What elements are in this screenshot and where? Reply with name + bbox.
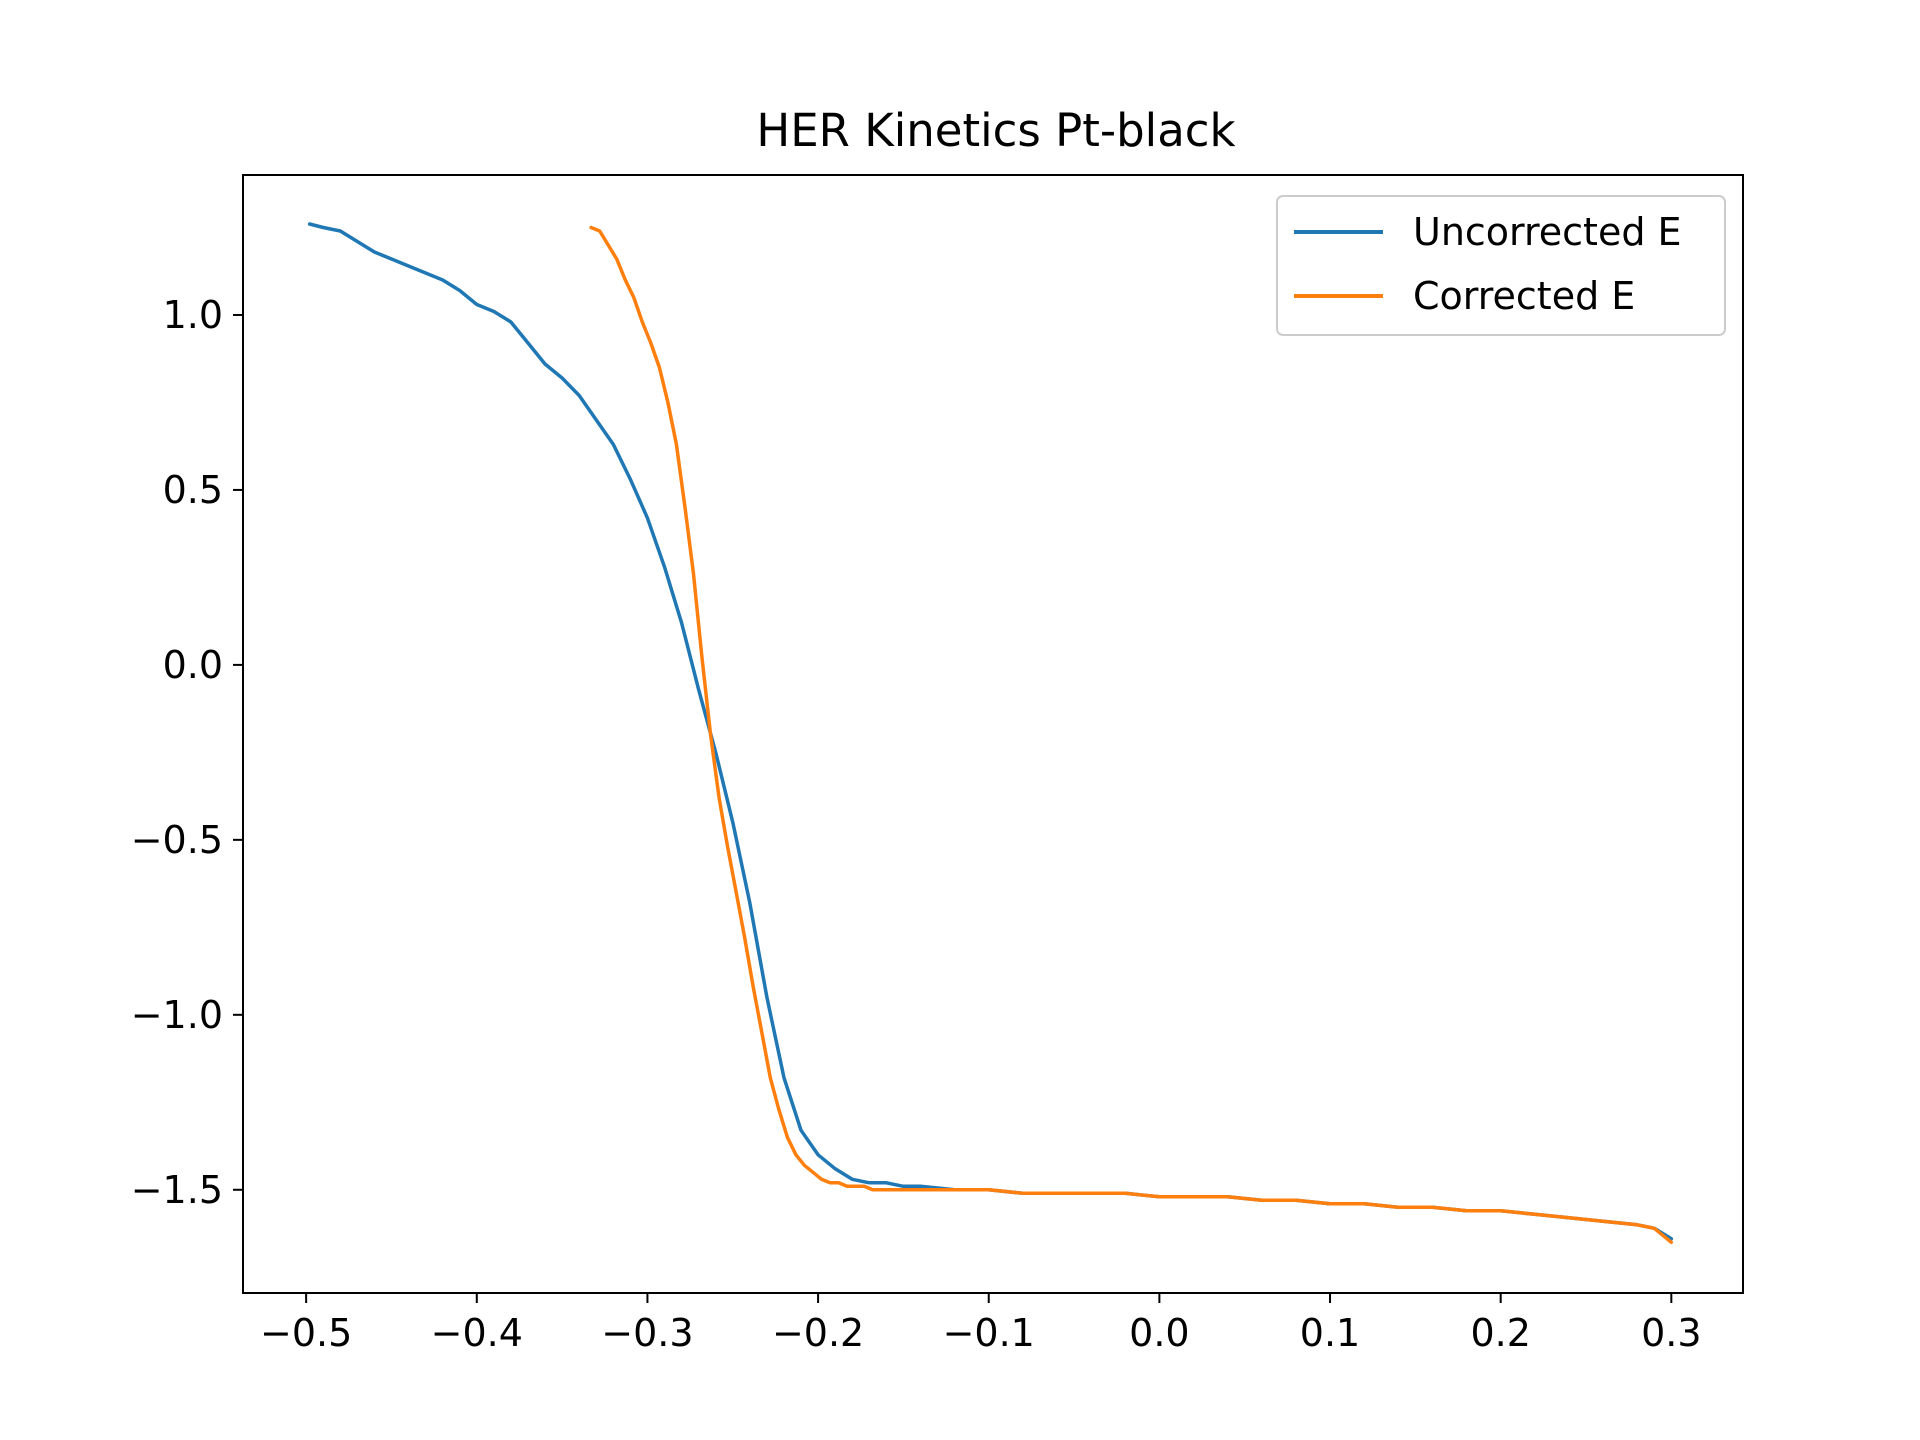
- legend: Uncorrected E Corrected E: [1276, 195, 1726, 336]
- chart-title: HER Kinetics Pt-black: [756, 104, 1235, 157]
- y-tick-label: −1.0: [131, 993, 223, 1037]
- y-tick-label: 1.0: [163, 293, 223, 337]
- x-tick-label: 0.0: [1129, 1311, 1189, 1355]
- x-tick-label: 0.2: [1470, 1311, 1530, 1355]
- x-axis: −0.5 −0.4 −0.3 −0.2 −0.1 0.0 0.1 0.2 0.3: [260, 1293, 1702, 1355]
- plot-frame: [242, 174, 1744, 1294]
- x-tick-label: 0.1: [1300, 1311, 1360, 1355]
- x-tick-label: −0.3: [601, 1311, 693, 1355]
- legend-box: [1276, 195, 1726, 336]
- x-tick-label: −0.5: [260, 1311, 352, 1355]
- y-axis: 1.0 0.5 0.0 −0.5 −1.0 −1.5: [131, 293, 243, 1212]
- y-tick-label: −1.5: [131, 1168, 223, 1212]
- series-layer: [307, 222, 1674, 1245]
- legend-label-0: Uncorrected E: [1413, 210, 1682, 254]
- y-tick-label: 0.0: [163, 643, 223, 687]
- x-tick-label: −0.1: [943, 1311, 1035, 1355]
- x-tick-label: −0.4: [431, 1311, 523, 1355]
- y-tick-label: 0.5: [163, 468, 223, 512]
- series-line-1: [589, 225, 1674, 1245]
- y-tick-label: −0.5: [131, 818, 223, 862]
- x-tick-label: 0.3: [1641, 1311, 1701, 1355]
- legend-label-1: Corrected E: [1413, 274, 1635, 318]
- x-tick-label: −0.2: [772, 1311, 864, 1355]
